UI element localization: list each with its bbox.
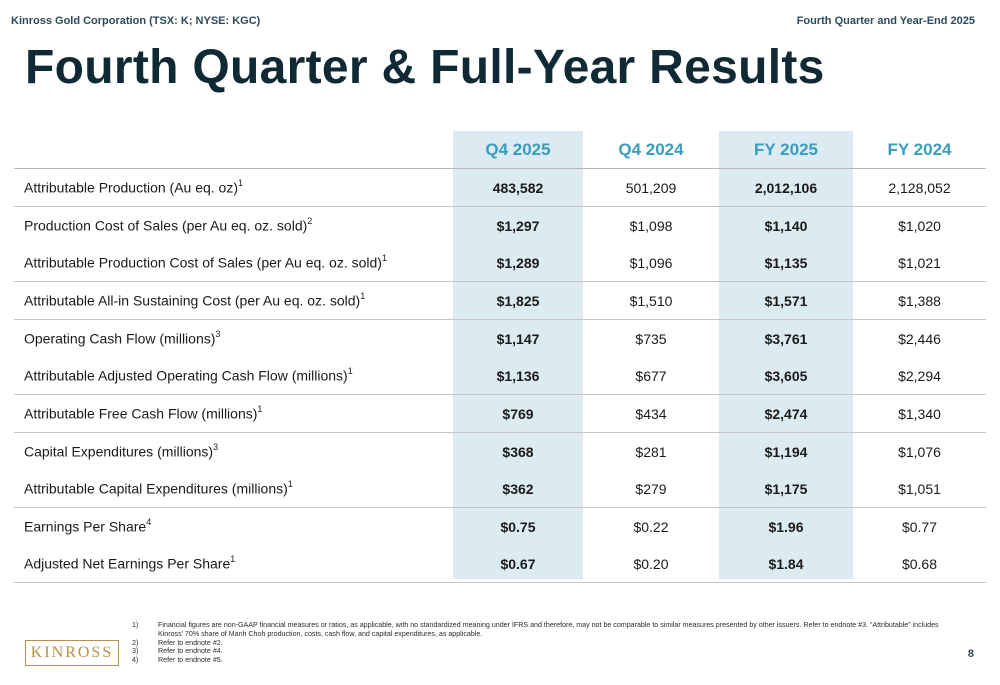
- footnote-text: Refer to endnote #4.: [158, 647, 223, 656]
- table-row: Attributable All-in Sustaining Cost (per…: [14, 281, 986, 320]
- row-label: Attributable Production (Au eq. oz)1: [14, 168, 453, 207]
- footnote-number: 2): [132, 638, 139, 647]
- cell-fy-2024: $0.77: [901, 518, 938, 535]
- cell-fy-2025: $1,175: [719, 470, 853, 508]
- footnote-text: Financial figures are non-GAAP financial…: [158, 621, 939, 638]
- column-header-fy-2025: FY 2025: [719, 131, 853, 169]
- table-row: Production Cost of Sales (per Au eq. oz.…: [14, 207, 986, 245]
- cell-q4-2024: $1,096: [583, 244, 719, 282]
- cell-q4-2024: $0.20: [583, 545, 719, 583]
- cell-q4-2025: 483,582: [453, 168, 583, 207]
- footnote: 4) Refer to endnote #5.: [132, 656, 944, 665]
- footnote-text: Refer to endnote #2.: [158, 638, 223, 647]
- table-row: Capital Expenditures (millions)3 $368 $2…: [14, 433, 986, 471]
- cell-q4-2024: $0.22: [633, 518, 669, 535]
- cell-fy-2024: $0.68: [853, 545, 986, 583]
- row-label: Attributable All-in Sustaining Cost (per…: [14, 281, 453, 320]
- cell-fy-2025: $1,571: [719, 281, 853, 320]
- footnote-number: 4): [132, 656, 139, 665]
- cell-q4-2024: $735: [635, 330, 667, 347]
- cell-fy-2025: $3,761: [764, 330, 808, 347]
- row-label: Attributable Adjusted Operating Cash Flo…: [14, 357, 453, 395]
- cell-fy-2024: 2,128,052: [853, 168, 986, 207]
- kinross-logo: KINROSS: [25, 640, 119, 666]
- row-label: Production Cost of Sales (per Au eq. oz.…: [24, 216, 313, 234]
- cell-fy-2025: $3,605: [719, 357, 853, 395]
- cell-q4-2024: $434: [583, 394, 719, 433]
- footnote-number: 1): [132, 621, 139, 629]
- report-period-header: Fourth Quarter and Year-End 2025: [796, 15, 975, 27]
- table-row: Attributable Production (Au eq. oz)1 483…: [14, 168, 986, 207]
- table-row: Attributable Capital Expenditures (milli…: [14, 470, 986, 508]
- cell-q4-2025: $1,136: [453, 357, 583, 395]
- cell-fy-2024: $2,294: [853, 357, 986, 395]
- table-row: Operating Cash Flow (millions)3 $1,147 $…: [14, 320, 986, 358]
- row-label: Adjusted Net Earnings Per Share1: [14, 545, 453, 583]
- cell-fy-2025: $2,474: [719, 394, 853, 433]
- cell-q4-2024: $1,098: [629, 217, 673, 234]
- cell-q4-2024: $281: [635, 443, 667, 460]
- page-title: Fourth Quarter & Full-Year Results: [25, 41, 825, 94]
- cell-q4-2025: $1,825: [453, 281, 583, 320]
- cell-q4-2024: 501,209: [583, 168, 719, 207]
- cell-q4-2025: $362: [453, 470, 583, 508]
- cell-fy-2024: $1,340: [853, 394, 986, 433]
- row-label: Attributable Free Cash Flow (millions)1: [14, 394, 453, 433]
- column-header-q4-2025: Q4 2025: [453, 131, 583, 169]
- footnote-text: Refer to endnote #5.: [158, 656, 223, 665]
- cell-q4-2025: $769: [453, 394, 583, 433]
- column-header-fy-2024: FY 2024: [853, 131, 986, 169]
- cell-q4-2025: $1,147: [496, 330, 540, 347]
- cell-fy-2024: $1,021: [853, 244, 986, 282]
- cell-q4-2024: $677: [583, 357, 719, 395]
- table-row: Attributable Production Cost of Sales (p…: [14, 244, 986, 282]
- column-header-q4-2024: Q4 2024: [583, 131, 719, 169]
- cell-fy-2024: $1,388: [853, 281, 986, 320]
- cell-q4-2024: $1,510: [583, 281, 719, 320]
- row-label: Capital Expenditures (millions)3: [24, 442, 219, 460]
- company-header: Kinross Gold Corporation (TSX: K; NYSE: …: [11, 15, 261, 27]
- footnote-number: 3): [132, 647, 139, 656]
- cell-fy-2024: $1,051: [853, 470, 986, 508]
- cell-fy-2024: $1,076: [898, 443, 941, 460]
- table-row: Earnings Per Share4 $0.75 $0.22 $1.96 $0…: [14, 508, 986, 546]
- cell-q4-2025: $368: [502, 443, 534, 460]
- results-table: Q4 2025 Q4 2024 FY 2025 FY 2024 Attribut…: [14, 131, 986, 583]
- table-row: Attributable Adjusted Operating Cash Flo…: [14, 357, 986, 395]
- row-label: Operating Cash Flow (millions)3: [24, 329, 221, 347]
- cell-q4-2025: $1,297: [496, 217, 540, 234]
- page-number: 8: [967, 648, 974, 660]
- cell-q4-2025: $0.67: [453, 545, 583, 583]
- row-label: Earnings Per Share4: [24, 517, 152, 535]
- cell-fy-2025: $1,135: [719, 244, 853, 282]
- cell-fy-2025: $1,140: [764, 217, 808, 234]
- footnotes: 1) Financial figures are non-GAAP financ…: [132, 621, 944, 665]
- cell-q4-2024: $279: [583, 470, 719, 508]
- footnote: 3) Refer to endnote #4.: [132, 647, 944, 656]
- footnote: 1) Financial figures are non-GAAP financ…: [132, 621, 944, 639]
- cell-fy-2024: $1,020: [898, 217, 941, 234]
- row-label: Attributable Capital Expenditures (milli…: [14, 470, 453, 508]
- header-blank: [14, 131, 453, 169]
- cell-fy-2025: 2,012,106: [719, 168, 853, 207]
- cell-q4-2025: $1,289: [453, 244, 583, 282]
- footnote: 2) Refer to endnote #2.: [132, 639, 944, 648]
- cell-fy-2024: $2,446: [898, 330, 941, 347]
- table-row: Attributable Free Cash Flow (millions)1 …: [14, 394, 986, 433]
- row-label: Attributable Production Cost of Sales (p…: [14, 244, 453, 282]
- cell-fy-2025: $1,194: [764, 443, 808, 460]
- cell-fy-2025: $1.84: [719, 545, 853, 583]
- cell-fy-2025: $1.96: [768, 518, 804, 535]
- table-header-row: Q4 2025 Q4 2024 FY 2025 FY 2024: [14, 131, 986, 169]
- table-row: Adjusted Net Earnings Per Share1 $0.67 $…: [14, 545, 986, 583]
- cell-q4-2025: $0.75: [500, 518, 536, 535]
